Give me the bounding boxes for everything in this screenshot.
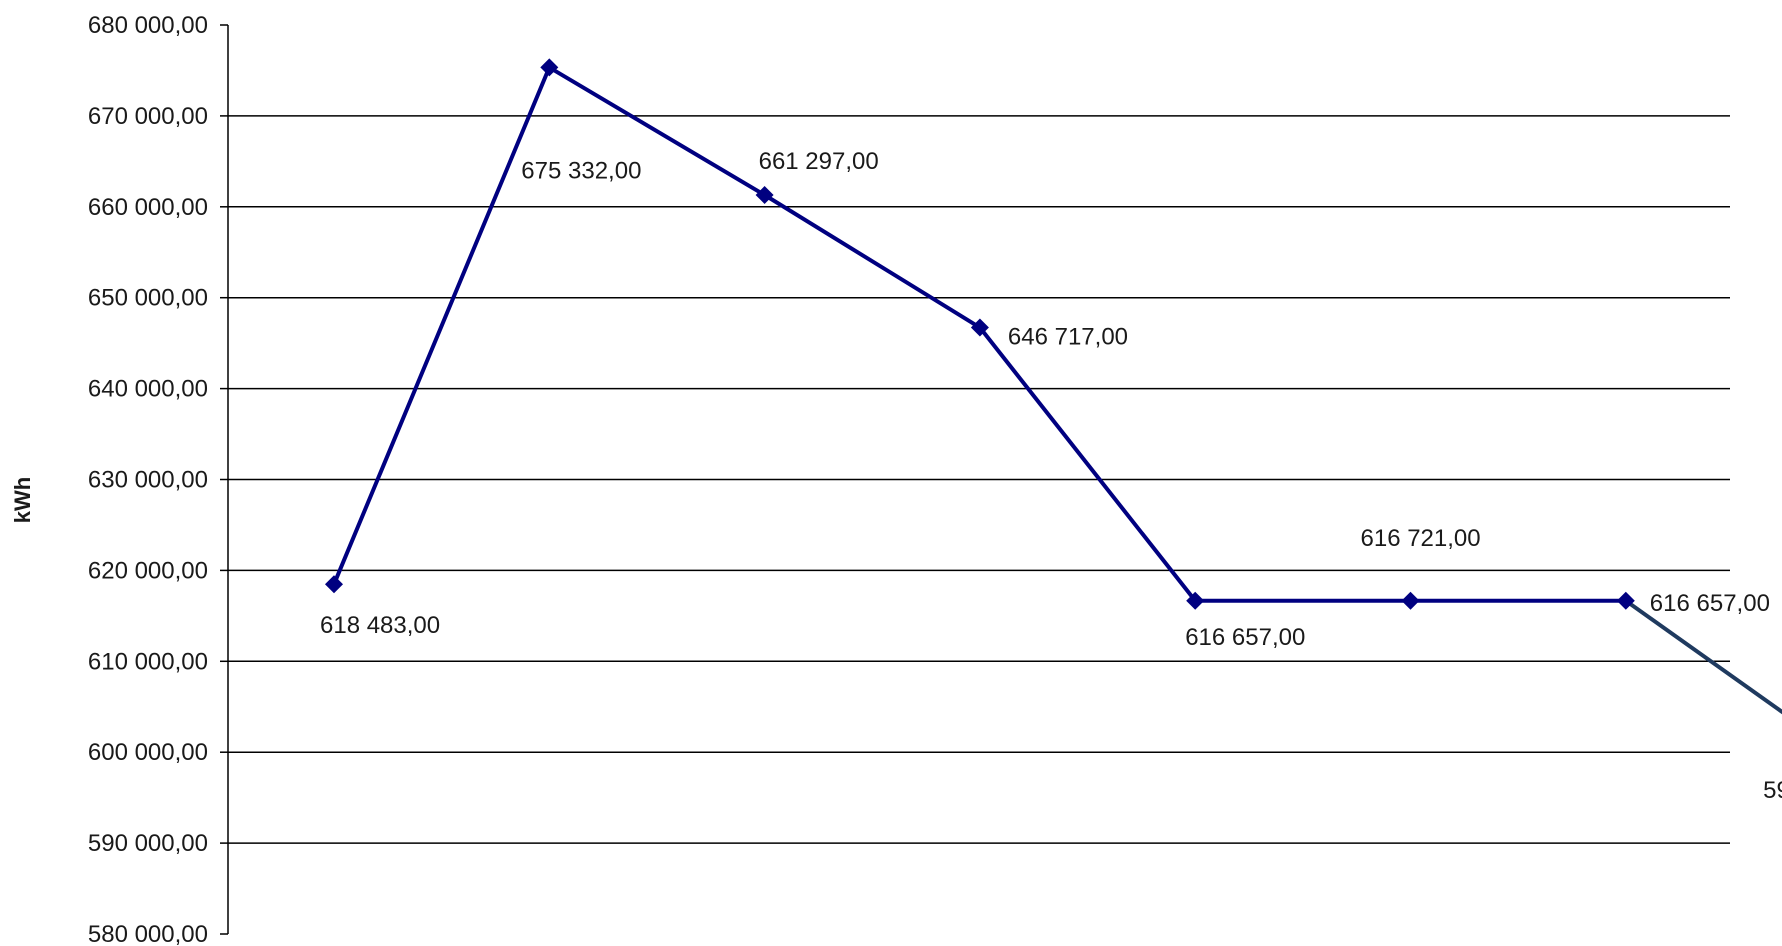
data-point-marker	[1186, 591, 1205, 610]
y-axis-ticks: 680 000,00 670 000,00 660 000,00 650 000,00…	[88, 12, 228, 946]
series-line-segment	[977, 325, 1198, 603]
data-label: 599 819,00	[1763, 777, 1782, 804]
grid-lines	[228, 115, 1730, 844]
data-label: 618 483,00	[320, 612, 440, 639]
data-point-marker	[970, 318, 989, 337]
y-tick-label: 630 000,00	[88, 467, 208, 494]
data-point-marker	[325, 575, 343, 594]
series-line-segment	[1623, 598, 1782, 715]
series-line-segment	[332, 65, 552, 587]
data-label: 616 721,00	[1361, 525, 1481, 552]
y-tick-label: 620 000,00	[88, 557, 208, 584]
data-point-marker	[755, 186, 774, 205]
y-axis-title: kWh	[10, 477, 35, 523]
data-label: 616 657,00	[1185, 624, 1305, 651]
data-point-marker	[1401, 591, 1420, 610]
y-tick-label: 600 000,00	[88, 739, 208, 766]
data-label: 646 717,00	[1008, 324, 1128, 351]
y-tick-label: 680 000,00	[88, 12, 208, 39]
series-line-segment	[547, 65, 767, 198]
y-tick-label: 640 000,00	[88, 376, 208, 403]
y-tick-label: 650 000,00	[88, 285, 208, 312]
y-tick-label: 610 000,00	[88, 648, 208, 675]
data-labels: 618 483,00 675 332,00 661 297,00 646 717,00…	[320, 148, 1782, 804]
y-tick-label: 660 000,00	[88, 194, 208, 221]
series-line-segment	[762, 193, 982, 330]
data-label: 661 297,00	[759, 148, 879, 175]
series-group	[325, 58, 1782, 715]
data-point-marker	[540, 58, 559, 77]
data-label: 675 332,00	[521, 157, 641, 184]
data-point-marker	[1616, 591, 1635, 610]
y-tick-label: 590 000,00	[88, 830, 208, 857]
y-tick-label: 580 000,00	[88, 921, 208, 946]
data-label: 616 657,00	[1650, 590, 1770, 617]
y-tick-label: 670 000,00	[88, 103, 208, 130]
